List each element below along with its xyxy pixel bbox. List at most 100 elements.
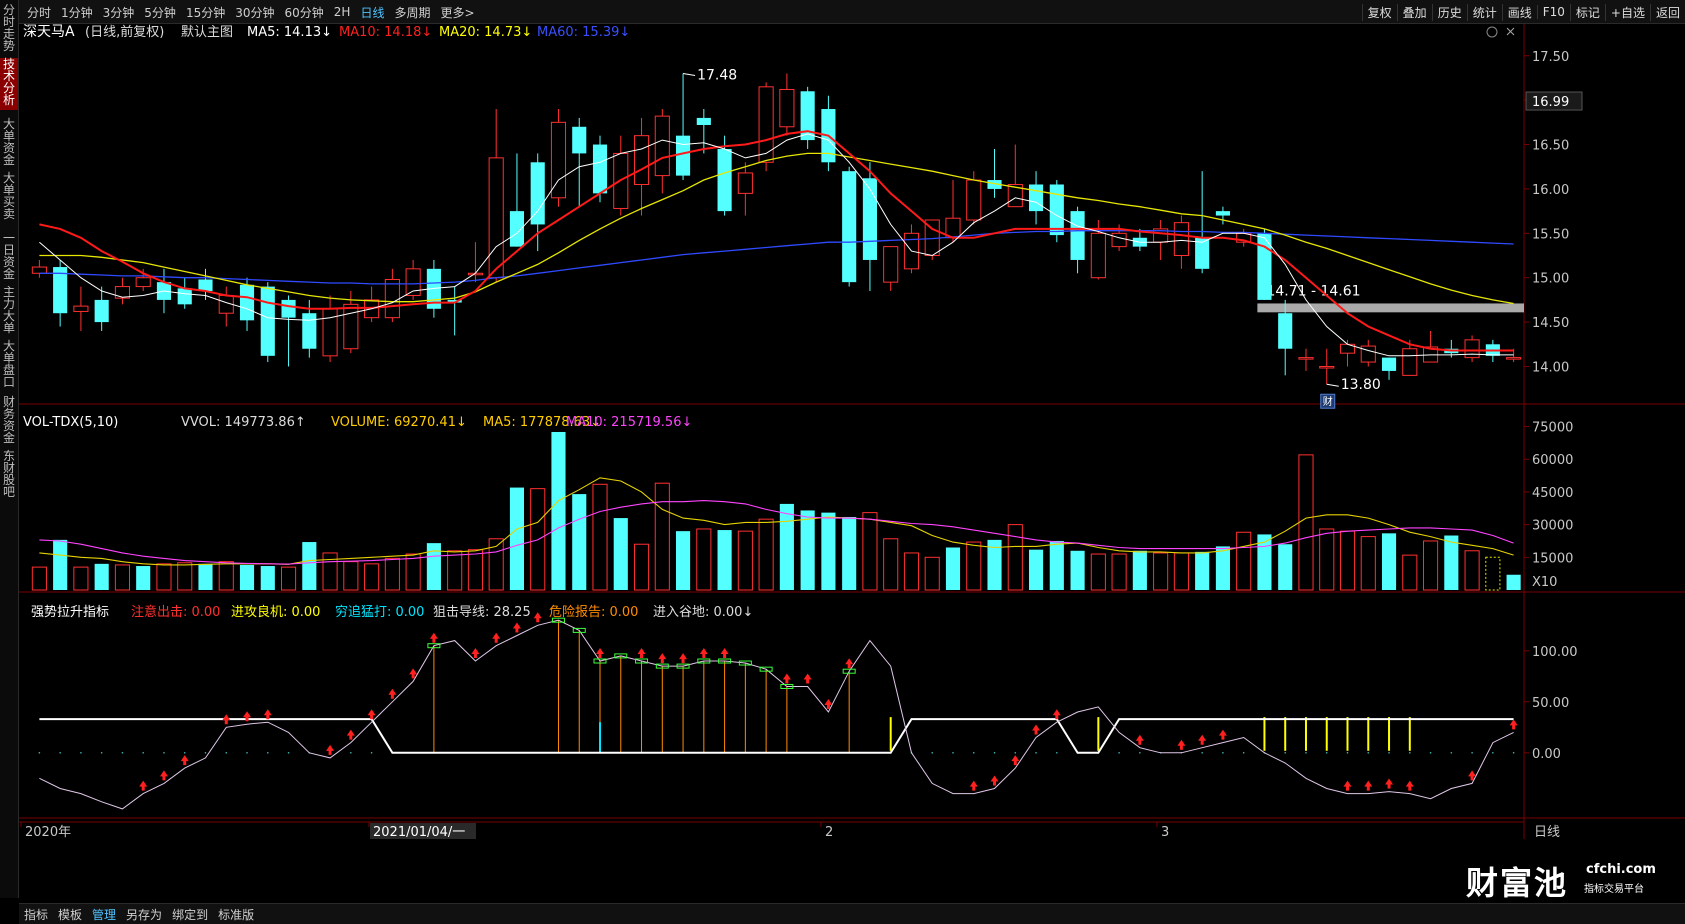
date-cursor-box xyxy=(370,823,476,839)
bottom-tab[interactable]: 指标 xyxy=(24,907,49,922)
buy-arrow-icon xyxy=(388,688,397,699)
buy-arrow-icon xyxy=(596,648,605,658)
period-tab[interactable]: 分时 xyxy=(27,5,52,20)
candle-body-up xyxy=(758,86,774,163)
volume-bar-up xyxy=(654,482,670,591)
top-toolbar: 分时 1分钟 3分钟 5分钟 15分钟 30分钟 60分钟 2H 日线 多周期 更多> 复权 叠加 历史… xyxy=(0,0,1685,24)
period-tab[interactable]: 1分钟 xyxy=(61,5,93,20)
high-price-label: 17.48 xyxy=(697,68,737,84)
period-tab[interactable]: 更多> xyxy=(440,5,475,20)
sidebar-item[interactable]: 主力大单 xyxy=(2,285,15,335)
tool-button[interactable]: 返回 xyxy=(1649,3,1685,21)
volume-bar-up xyxy=(218,561,234,591)
zero-dot xyxy=(1388,752,1390,754)
volume-bar-down xyxy=(302,542,317,590)
sidebar-item[interactable]: 技术分析 xyxy=(0,58,18,110)
tool-button[interactable]: 画线 xyxy=(1501,3,1537,21)
volume-bar-up xyxy=(488,538,504,591)
sidebar-item[interactable]: 大单买卖 xyxy=(2,171,15,221)
period-tab[interactable]: 2H xyxy=(333,5,351,19)
tool-button[interactable]: 标记 xyxy=(1569,3,1605,21)
volume-bar-down xyxy=(53,539,68,590)
ma20-line xyxy=(39,152,1514,305)
candle-body-up xyxy=(1402,348,1418,376)
finance-marker-box xyxy=(1320,393,1336,409)
buy-arrow-icon xyxy=(699,648,708,658)
stock-chart[interactable]: 17.5017.0016.5016.0015.5015.0014.5014.00… xyxy=(19,24,1685,903)
zero-dot xyxy=(38,752,41,754)
bottom-tab[interactable]: 另存为 xyxy=(126,907,163,922)
bottom-tab[interactable]: 绑定到 xyxy=(172,907,209,922)
tool-button[interactable]: 叠加 xyxy=(1396,3,1432,21)
zero-dot xyxy=(287,752,290,754)
bottom-tab[interactable]: 标准版 xyxy=(218,907,255,922)
buy-arrow-icon xyxy=(1052,709,1061,720)
price-tick-label: 16.50 xyxy=(1532,139,1569,154)
current-price-label: 16.99 xyxy=(1532,95,1569,110)
tool-button[interactable]: 历史 xyxy=(1431,3,1467,21)
buy-arrow-icon xyxy=(243,711,252,722)
volume-bar-up xyxy=(364,563,380,591)
period-tab[interactable]: 日线 xyxy=(360,5,385,20)
zero-dot xyxy=(1014,752,1017,754)
candle-body-down xyxy=(302,313,317,349)
sidebar-item[interactable]: 分时走势 xyxy=(2,3,15,53)
candle-body-up xyxy=(1007,183,1023,208)
high-price-pointer xyxy=(682,73,696,77)
volume-bar-up xyxy=(73,566,89,591)
ma60-line xyxy=(39,230,1514,285)
volume-indicator: MA10: 215719.56↓ xyxy=(566,415,692,430)
volume-bar-down xyxy=(1049,540,1064,590)
volume-bar-down xyxy=(1257,534,1272,590)
volume-bar-up xyxy=(1319,528,1335,591)
volume-bar-down xyxy=(717,530,732,590)
period-tab[interactable]: 60分钟 xyxy=(284,5,324,20)
buy-arrow-icon xyxy=(845,658,854,669)
sidebar-item[interactable]: 东财股吧 xyxy=(2,449,15,499)
sidebar-item[interactable]: 大单盘口 xyxy=(2,339,15,389)
ma10-line xyxy=(39,130,1514,352)
tool-button[interactable]: F10 xyxy=(1536,5,1570,19)
zero-dot xyxy=(1305,752,1307,754)
channel-line xyxy=(39,718,1514,754)
candle-body-down xyxy=(260,286,275,356)
buy-arrow-icon xyxy=(1364,780,1373,791)
period-tab[interactable]: 15分钟 xyxy=(185,5,226,20)
close-icon xyxy=(1506,27,1515,36)
period-tab[interactable]: 多周期 xyxy=(394,5,431,20)
sidebar-item[interactable]: 财务资金 xyxy=(2,395,15,445)
exit-mark xyxy=(759,666,773,672)
candle-body-up xyxy=(1464,339,1480,359)
buy-arrow-icon xyxy=(969,780,978,791)
period-tab[interactable]: 30分钟 xyxy=(235,5,275,20)
zero-dot xyxy=(100,752,103,754)
volume-bar-up xyxy=(1111,553,1127,591)
bottom-tab[interactable]: 模板 xyxy=(58,907,83,922)
candle-body-up xyxy=(1506,357,1522,360)
volume-tick-label: 75000 xyxy=(1532,421,1573,436)
volume-ma10-line xyxy=(39,500,1514,565)
buy-arrow-icon xyxy=(1032,724,1041,735)
period-tab[interactable]: 3分钟 xyxy=(102,5,135,20)
volume-bar-up xyxy=(1464,550,1480,591)
ma-indicator: MA20: 14.73↓ xyxy=(439,25,532,40)
period-tab[interactable]: 5分钟 xyxy=(144,5,176,20)
tool-button[interactable]: 复权 xyxy=(1361,3,1397,21)
buy-arrow-icon xyxy=(180,755,189,766)
buy-arrow-icon xyxy=(824,699,833,709)
tool-button[interactable]: 统计 xyxy=(1466,3,1502,21)
volume-title: VOL-TDX(5,10) xyxy=(23,415,118,430)
volume-bar-up xyxy=(467,549,483,591)
indicator-item: 危险报告: 0.00 xyxy=(549,605,638,620)
period-tabs: 分时 1分钟 3分钟 5分钟 15分钟 30分钟 60分钟 2H 日线 多周期 更多> xyxy=(22,0,480,24)
sidebar-item[interactable]: 大单资金 xyxy=(2,117,15,167)
candle-body-up xyxy=(1298,357,1314,360)
candle-body-down xyxy=(987,180,1002,189)
exit-mark xyxy=(427,643,441,649)
bottom-tab[interactable]: 管理 xyxy=(92,907,117,922)
candle-body-up xyxy=(1173,222,1189,257)
volume-bar-up xyxy=(1423,540,1439,591)
sidebar-item[interactable]: 一日资金 xyxy=(2,231,15,281)
tool-button[interactable]: +自选 xyxy=(1604,3,1650,21)
exit-mark xyxy=(676,663,690,669)
